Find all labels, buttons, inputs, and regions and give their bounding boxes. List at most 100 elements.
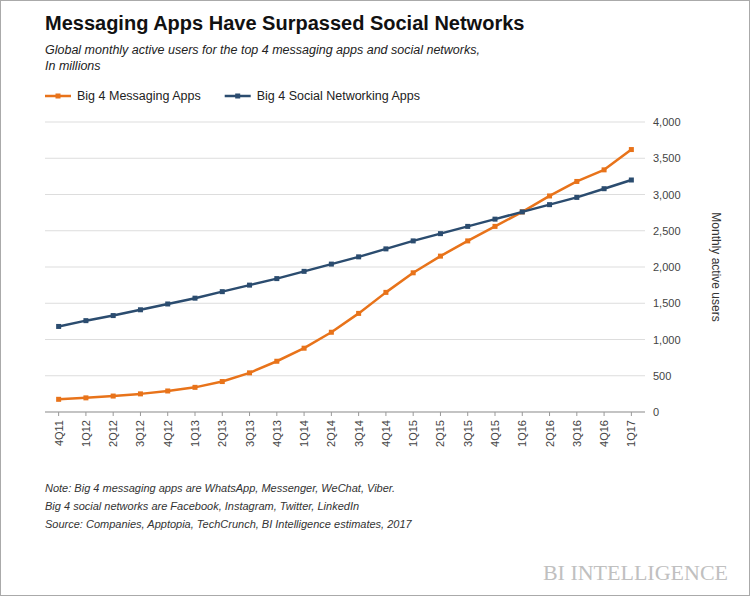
point-marker (138, 391, 143, 396)
point-marker (247, 283, 252, 288)
x-axis: 4Q111Q122Q123Q124Q121Q132Q133Q134Q131Q14… (45, 412, 645, 447)
series (56, 178, 634, 329)
point-marker (438, 231, 443, 236)
point-marker (56, 324, 61, 329)
watermark: BI INTELLIGENCE (543, 560, 728, 585)
x-tick (576, 412, 577, 416)
point-marker (602, 186, 607, 191)
point-marker (356, 254, 361, 259)
x-tick (440, 412, 441, 416)
x-tick-label: 4Q11 (53, 420, 65, 446)
x-tick-label: 4Q12 (162, 420, 174, 447)
point-marker (220, 379, 225, 384)
point-marker (83, 395, 88, 400)
y-tick-label: 0 (653, 406, 659, 418)
x-tick (113, 412, 114, 416)
x-tick-label: 1Q12 (80, 420, 92, 447)
x-axis-line (45, 412, 645, 413)
point-marker (274, 276, 279, 281)
point-marker (493, 224, 498, 229)
x-tick (58, 412, 59, 416)
x-tick-label: 3Q15 (462, 420, 474, 447)
x-tick (249, 412, 250, 416)
point-marker (383, 246, 388, 251)
point-marker (465, 238, 470, 243)
point-marker (193, 296, 198, 301)
x-tick-label: 1Q15 (407, 420, 419, 447)
y-tick-label: 500 (653, 370, 671, 382)
legend: Big 4 Messaging Apps Big 4 Social Network… (45, 89, 420, 103)
y-tick-label: 3,000 (653, 189, 681, 201)
y-tick-label: 2,000 (653, 261, 681, 273)
point-marker (138, 307, 143, 312)
point-marker (111, 313, 116, 318)
grid-line (45, 412, 645, 413)
x-tick (304, 412, 305, 416)
chart: Messaging Apps Have Surpassed Social Net… (0, 0, 750, 596)
x-tick (467, 412, 468, 416)
subtitle-line: Global monthly active users for the top … (45, 43, 480, 57)
x-tick-label: 1Q17 (625, 420, 637, 447)
y-axis-label: Monthly active users (709, 212, 723, 321)
series-line (59, 150, 632, 400)
x-tick-label: 2Q13 (216, 420, 228, 447)
point-marker (165, 301, 170, 306)
point-marker (520, 209, 525, 214)
title: Messaging Apps Have Surpassed Social Net… (45, 12, 524, 34)
legend-marker (235, 94, 240, 99)
point-marker (574, 195, 579, 200)
point-marker (83, 318, 88, 323)
note: Note: Big 4 messaging apps are WhatsApp,… (45, 482, 395, 494)
subtitle: Global monthly active users for the top … (45, 43, 480, 73)
legend-label: Big 4 Social Networking Apps (257, 89, 420, 103)
x-tick (549, 412, 550, 416)
point-marker (493, 217, 498, 222)
point-marker (602, 167, 607, 172)
grid-line (45, 375, 645, 376)
x-tick-label: 3Q16 (571, 420, 583, 447)
x-tick (385, 412, 386, 416)
grid-line (45, 158, 645, 159)
x-tick (276, 412, 277, 416)
y-tick-label: 2,500 (653, 225, 681, 237)
point-marker (165, 388, 170, 393)
point-marker (111, 394, 116, 399)
point-marker (302, 269, 307, 274)
point-marker (220, 289, 225, 294)
x-tick-label: 2Q15 (434, 420, 446, 447)
x-tick-label: 2Q12 (107, 420, 119, 447)
x-tick (413, 412, 414, 416)
point-marker (329, 262, 334, 267)
y-tick-label: 1,500 (653, 297, 681, 309)
legend-label: Big 4 Messaging Apps (77, 89, 201, 103)
point-marker (547, 202, 552, 207)
x-tick (140, 412, 141, 416)
x-tick (522, 412, 523, 416)
grid-line (45, 230, 645, 231)
point-marker (547, 193, 552, 198)
x-tick-label: 1Q13 (189, 420, 201, 447)
x-tick-label: 3Q14 (353, 420, 365, 447)
background (0, 0, 750, 596)
x-tick-label: 2Q16 (544, 420, 556, 447)
point-marker (411, 238, 416, 243)
x-tick-label: 3Q13 (244, 420, 256, 447)
y-tick-label: 1,000 (653, 334, 681, 346)
point-marker (574, 179, 579, 184)
y-tick-label: 4,000 (653, 116, 681, 128)
note: Big 4 social networks are Facebook, Inst… (45, 500, 359, 512)
series (56, 147, 634, 402)
x-tick-label: 4Q14 (380, 420, 392, 447)
point-marker (465, 224, 470, 229)
note: Source: Companies, Apptopia, TechCrunch,… (45, 518, 413, 530)
point-marker (629, 178, 634, 183)
legend-marker (56, 94, 61, 99)
point-marker (520, 209, 525, 214)
x-tick-label: 1Q16 (516, 420, 528, 447)
x-tick (195, 412, 196, 416)
y-tick-label: 3,500 (653, 152, 681, 164)
x-tick (358, 412, 359, 416)
x-tick (331, 412, 332, 416)
x-tick-label: 1Q14 (298, 420, 310, 447)
plot-area (56, 147, 634, 402)
